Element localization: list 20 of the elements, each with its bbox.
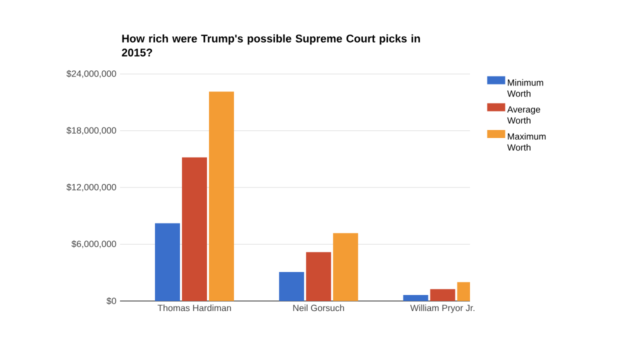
bar bbox=[306, 252, 332, 301]
chart-title: How rich were Trump's possible Supreme Court picks in 2015? bbox=[122, 34, 420, 56]
bar bbox=[154, 223, 180, 301]
x-tick-label: Neil Gorsuch bbox=[293, 304, 344, 312]
bar bbox=[403, 295, 428, 301]
legend-label: Minimum Worth bbox=[507, 79, 544, 97]
bar bbox=[430, 289, 456, 301]
y-tick-label: $0 bbox=[106, 297, 116, 305]
bar bbox=[279, 272, 304, 301]
y-tick-label: $6,000,000 bbox=[72, 240, 116, 248]
bar bbox=[333, 233, 358, 301]
bar bbox=[182, 157, 207, 301]
legend-label: Average Worth bbox=[507, 106, 540, 124]
legend-label: Maximum Worth bbox=[507, 133, 546, 151]
y-tick-label: $12,000,000 bbox=[66, 184, 116, 192]
x-tick-label: Thomas Hardiman bbox=[158, 304, 231, 312]
bar bbox=[208, 92, 234, 301]
y-tick-label: $24,000,000 bbox=[66, 70, 116, 78]
y-tick-label: $18,000,000 bbox=[66, 126, 116, 135]
x-tick-label: William Pryor Jr. bbox=[410, 304, 474, 313]
